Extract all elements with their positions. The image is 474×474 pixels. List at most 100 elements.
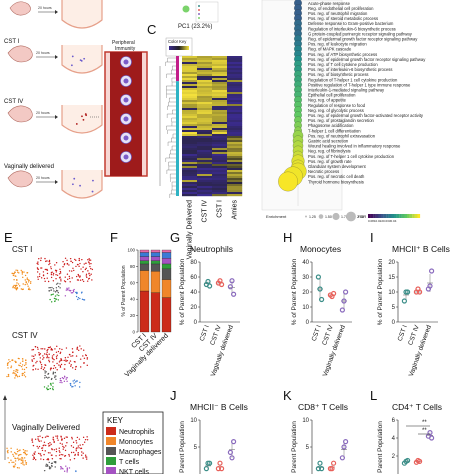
key-label: Monocytes [119, 439, 153, 446]
mouse-icon [7, 170, 33, 188]
tsne-point [24, 450, 26, 452]
tsne-point [11, 461, 13, 464]
enrichment-term: Pos. reg. of neutrophil migration [308, 11, 368, 16]
tsne-point [79, 279, 82, 281]
tsne-point [18, 375, 21, 378]
time-label: 20 hours [36, 176, 50, 180]
stacked-bar-segment [150, 249, 161, 253]
tsne-point [85, 456, 87, 458]
heatmap-cell [212, 192, 228, 195]
data-point [405, 289, 411, 295]
tsne-point [13, 287, 16, 289]
enrichment-term: Epithelial cell proliferation [308, 93, 356, 98]
tsne-point [81, 454, 83, 456]
heatmap-cell [212, 132, 228, 135]
fdr-legend-swatch [417, 214, 421, 218]
tsne-point [49, 346, 52, 348]
fdr-legend-swatch [391, 214, 395, 218]
tsne-point [71, 277, 73, 279]
heatmap-cell [182, 146, 198, 149]
tsne-point [39, 435, 41, 437]
heatmap-cell [227, 68, 243, 71]
heatmap-cell [212, 60, 228, 63]
tsne-point [56, 294, 58, 296]
tsne-point [72, 446, 75, 449]
heatmap: Vaginally Delivered CST IV CST I Amies [176, 56, 243, 259]
heatmap-cell [227, 168, 243, 171]
tsne-point [72, 267, 74, 270]
tsne-point [90, 262, 92, 265]
dot-plot-h: Monocytes 0 10 20 30 40 % of Parent Population… [291, 244, 352, 378]
heatmap-cell [182, 110, 198, 113]
y-tick-label: 20 [388, 260, 395, 266]
heatmap-cell [197, 138, 213, 141]
data-point [203, 466, 209, 472]
stacked-bar-segment [161, 258, 172, 265]
heatmap-cell [197, 132, 213, 135]
tsne-point [14, 463, 17, 465]
heatmap-cell [182, 134, 198, 137]
heatmap-cell [227, 190, 243, 193]
fdr-legend-swatch [375, 214, 379, 218]
tsne-point [37, 268, 39, 270]
stacked-bar-segment [150, 292, 161, 333]
tsne-point [55, 357, 58, 360]
heatmap-cell [182, 154, 198, 157]
tsne-point [54, 466, 56, 468]
heatmap-cell [212, 94, 228, 97]
heatmap-cell [227, 100, 243, 103]
heatmap-cell [227, 64, 243, 67]
tsne-point [48, 290, 50, 292]
enrichment-size-legend-label: 1.50 [325, 215, 332, 219]
tsne-point [75, 440, 77, 442]
y-tick-label: 10 [388, 290, 395, 296]
enrichment-term: Pos. reg. of prostaglandin secretion [308, 118, 375, 123]
panel-letter-f: F [110, 230, 118, 245]
tsne-point [13, 278, 15, 281]
tsne-point [25, 462, 27, 464]
tsne-point [75, 449, 77, 452]
tsne-point [63, 437, 66, 440]
tsne-point [76, 263, 79, 266]
tsne-point [77, 452, 79, 454]
tsne-point [18, 285, 21, 287]
heatmap-cell [212, 156, 228, 159]
heatmap-cell [227, 158, 243, 161]
enrichment-term: Pos. reg. of necrotic cell death [308, 174, 365, 179]
tsne-point [43, 277, 46, 280]
dot-plot-j: MHCII⁻ B Cells 5 10 Parent Population [179, 402, 248, 474]
heatmap-cell [197, 66, 213, 69]
data-point [319, 296, 325, 303]
bacteria-icon [70, 64, 73, 67]
heatmap-cell [182, 76, 198, 79]
stacked-bar-segment [150, 252, 161, 257]
dendrogram-lines [165, 57, 176, 198]
heatmap-cell [197, 192, 213, 195]
tsne-point [65, 360, 67, 363]
heatmap-cell [227, 172, 243, 175]
heatmap-cell [197, 186, 213, 189]
tsne-point [40, 364, 43, 366]
tsne-point [79, 444, 81, 446]
tsne-point [55, 262, 58, 264]
y-tick-label: 0 [306, 320, 310, 326]
heatmap-cell [212, 104, 228, 107]
heatmap-cell [212, 108, 228, 111]
heatmap-cell [197, 116, 213, 119]
y-tick-label: 30 [302, 275, 309, 281]
tsne-point [41, 366, 43, 368]
tsne-point [77, 273, 79, 276]
enrichment-term: Pos. reg. of biosynthetic process [308, 72, 369, 77]
tsne-point [71, 438, 73, 440]
tsne-point [81, 291, 83, 293]
heatmap-cell [197, 188, 213, 191]
heatmap-cell [197, 152, 213, 155]
time-label: 20 hours [36, 51, 50, 55]
tsne-point [17, 271, 19, 273]
heatmap-cell [182, 182, 198, 185]
tsne-point [60, 380, 62, 382]
tsne-point [41, 267, 43, 269]
heatmap-cell [212, 134, 228, 137]
dot-plot-i: MHCII⁺ B Cells 0 5 10 15 20 % of Parent Popula… [377, 244, 450, 378]
color-key-gradient [169, 46, 189, 50]
